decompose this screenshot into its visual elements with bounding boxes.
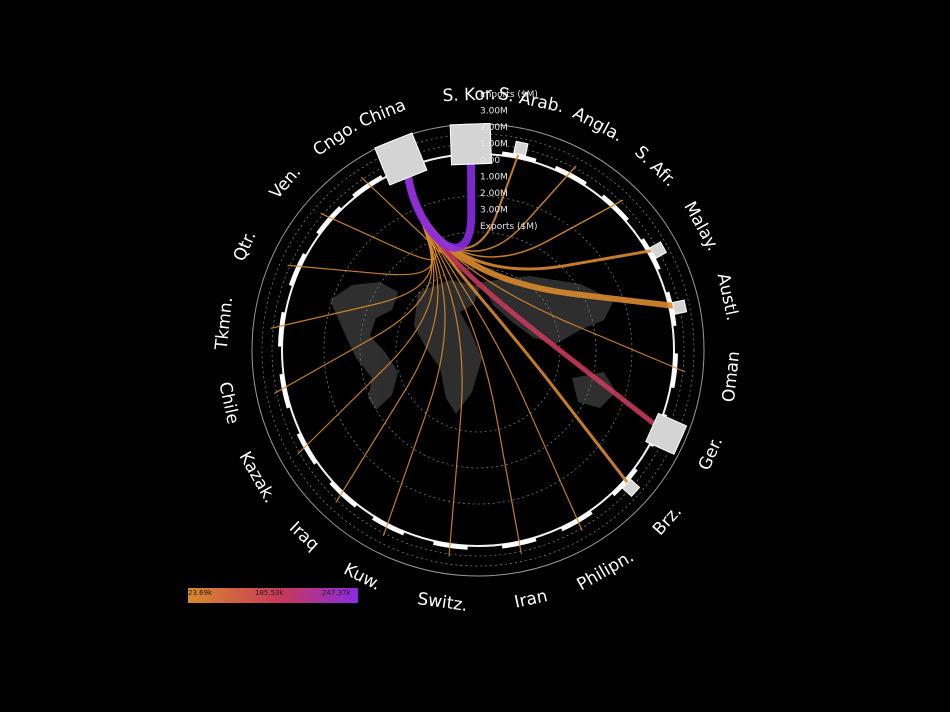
legend-gradient-bar (188, 588, 358, 603)
legend-label: 185.53k (255, 589, 284, 597)
country-label: Oman (719, 350, 744, 403)
scale-tick: 1.00M (480, 140, 508, 150)
node-box-rect (621, 478, 641, 498)
scale-tick: 3.00M (480, 206, 508, 216)
scale-tick: 3.00M (480, 107, 508, 117)
country-label: Tkmn. (212, 296, 238, 352)
node-arc (640, 238, 661, 271)
value-scale: Imports ($M) 3.00M 2.00M 1.00M 0.00 1.00M 2.00… (480, 90, 538, 232)
country-label: Austl. (713, 271, 743, 322)
scale-tick: 2.00M (480, 123, 508, 133)
country-label: Philipn. (574, 547, 638, 595)
scale-tick: Exports ($M) (480, 222, 538, 232)
node-box (649, 241, 668, 259)
node-box-rect (374, 132, 428, 186)
grid-ring (261, 133, 695, 567)
node-arc (316, 206, 342, 235)
country-label: Kazak. (235, 448, 280, 506)
node-arc (501, 151, 537, 163)
country-label: Switz. (416, 589, 469, 616)
map-europe-africa (414, 280, 482, 414)
node-arc (278, 311, 286, 347)
node-box-rect (645, 412, 688, 455)
node-box (671, 299, 688, 315)
country-label: Ven. (266, 162, 305, 203)
node-box (374, 132, 428, 186)
scale-tick: 2.00M (480, 189, 508, 199)
legend: 23.69k 185.53k 247.37k (188, 588, 358, 603)
node-arc (329, 481, 358, 508)
node-box-rect (449, 122, 493, 166)
country-label: Iraq (285, 518, 323, 555)
node-box-rect (513, 140, 529, 157)
node-arc (665, 291, 677, 327)
node-box-rect (671, 299, 688, 315)
node-box (621, 478, 641, 498)
node-arc (288, 253, 307, 287)
country-label: Iran (513, 586, 550, 612)
country-label: Cngo. (310, 117, 362, 161)
map-australia (572, 372, 616, 408)
grid-ring (359, 231, 597, 469)
map-americas (330, 282, 398, 410)
node-box (513, 140, 529, 157)
node-arc (670, 353, 678, 389)
country-label: Chile (214, 380, 242, 426)
legend-label: 247.37k (322, 589, 351, 597)
country-label: China (356, 95, 409, 132)
node-box-rect (649, 241, 668, 259)
scale-tick: 0.00 (480, 156, 500, 166)
legend-label: 23.69k (188, 589, 213, 597)
node-arc (560, 510, 593, 532)
node-arc (372, 516, 405, 536)
node-arc (279, 373, 291, 409)
country-label: Angla. (569, 103, 626, 146)
country-label: Qtr. (230, 228, 261, 264)
scale-tick: Imports ($M) (480, 90, 538, 100)
node-markers (374, 122, 688, 498)
node-arc (352, 175, 383, 198)
country-label: Ger. (695, 434, 727, 474)
country-label: Malay. (679, 198, 722, 254)
country-label: S. Kor. (442, 84, 496, 106)
node-arc (601, 194, 629, 222)
country-label: S. Afr. (630, 142, 679, 191)
node-arc (554, 165, 587, 186)
node-box (449, 122, 493, 166)
scale-tick: 1.00M (480, 173, 508, 183)
node-arc (296, 432, 318, 465)
node-arc (611, 467, 638, 497)
node-box (645, 412, 688, 455)
country-label: Brz. (649, 502, 686, 540)
